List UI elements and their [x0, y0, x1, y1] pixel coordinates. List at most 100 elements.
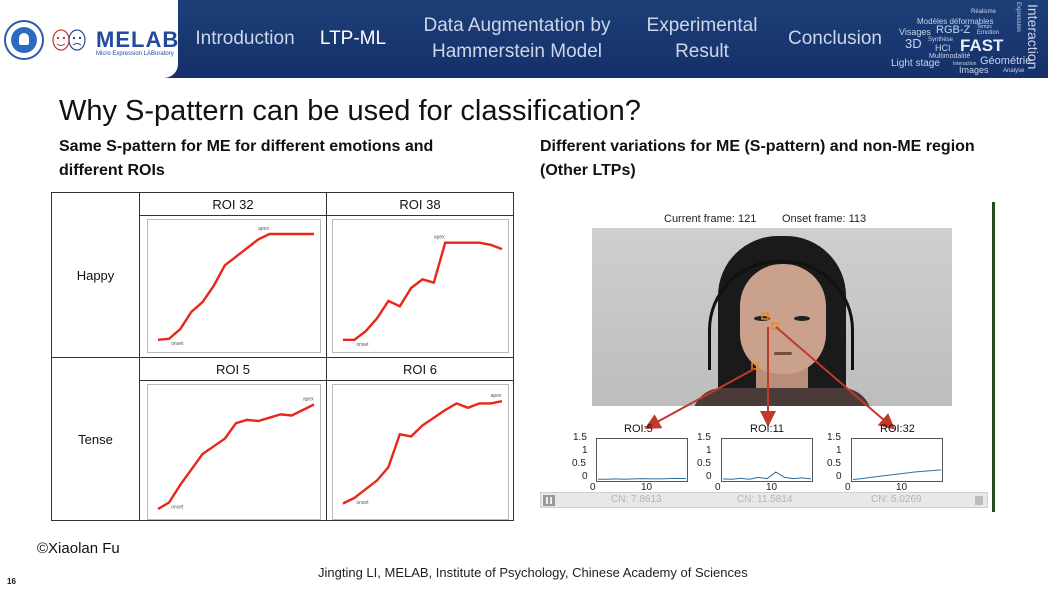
cloud-word: Expression — [1015, 2, 1021, 32]
roi-demo-panel: Current frame: 121 Onset frame: 113 ROI:… — [540, 195, 992, 513]
roi-box-11 — [771, 322, 779, 330]
y-tick: 0.5 — [572, 458, 586, 469]
arrow-roi32 — [775, 326, 896, 430]
row-label-happy: Happy — [76, 267, 115, 283]
onset-annotation: onset — [356, 500, 369, 506]
cn-value-roi32: CN: 5.0269 — [871, 494, 922, 505]
arrow-roi5 — [644, 368, 755, 429]
onset-annotation: onset — [356, 342, 369, 348]
cloud-word: Interaction — [953, 61, 977, 67]
logo-text: MELAB — [96, 27, 180, 52]
y-tick: 0 — [836, 471, 842, 482]
roi-box-32 — [761, 312, 769, 320]
s-pattern-curve — [343, 241, 503, 342]
pause-button[interactable] — [543, 495, 555, 506]
nav-data-augmentation[interactable]: Data Augmentation by Hammerstein Model — [423, 15, 611, 62]
y-tick: 1.5 — [827, 432, 841, 443]
roi-variation-line — [722, 471, 812, 480]
logo-area: MELAB Micro Expression LABoratory — [0, 0, 178, 78]
apex-annotation: apex — [258, 226, 269, 232]
mini-plot-roi32 — [851, 438, 943, 482]
y-tick: 1.5 — [697, 432, 711, 443]
y-tick: 1 — [706, 445, 712, 456]
s-pattern-curve — [157, 403, 315, 511]
s-pattern-grid: Happy Tense ROI 32 ROI 38 ROI 5 ROI 6 ap… — [51, 192, 514, 521]
s-pattern-curve — [157, 232, 314, 342]
footer-text: Jingting LI, MELAB, Institute of Psychol… — [318, 565, 748, 580]
cloud-word: Multimodalité — [929, 53, 971, 60]
y-tick: 0.5 — [697, 458, 711, 469]
cn-value-roi5: CN: 7.8613 — [611, 494, 662, 505]
roi-variation-line — [598, 477, 687, 480]
x-tick: 10 — [641, 482, 653, 493]
roi-arrow-overlay — [644, 312, 896, 430]
roi-variation-line — [852, 469, 942, 480]
col-head-roi6: ROI 6 — [403, 361, 437, 377]
cloud-word: RGB-Z — [936, 24, 971, 36]
institute-seal-icon — [4, 20, 44, 60]
s-pattern-plot-roi32: apex onset — [147, 219, 321, 353]
cloud-word: Synthèse — [928, 37, 954, 43]
mini-plot-roi5 — [596, 438, 688, 482]
col-head-roi5: ROI 5 — [216, 361, 250, 377]
cloud-word: Temps — [977, 24, 992, 30]
cloud-word: HCI — [935, 43, 951, 53]
right-heading: Different variations for ME (S-pattern) … — [540, 138, 975, 179]
row-label-tense: Tense — [78, 431, 113, 447]
y-tick: 0.5 — [827, 458, 841, 469]
col-head-roi32: ROI 32 — [212, 196, 254, 212]
nav-conclusion[interactable]: Conclusion — [788, 28, 882, 50]
x-tick: 10 — [766, 482, 778, 493]
roi-label-11: ROI:11 — [750, 423, 785, 435]
s-pattern-plot-roi6: apex onset — [332, 384, 509, 520]
mask-logo-icon — [52, 29, 86, 51]
copyright-text: ©Xiaolan Fu — [37, 540, 120, 557]
s-pattern-plot-roi38: apex onset — [332, 219, 509, 353]
roi-label-5: ROI:5 — [624, 423, 653, 435]
cloud-word: Visages — [899, 27, 931, 37]
cloud-word: Réalisme — [971, 9, 997, 15]
x-tick: 10 — [896, 482, 908, 493]
s-pattern-plot-roi5: apex onset — [147, 384, 321, 520]
left-heading: Same S-pattern for ME for different emot… — [59, 138, 434, 179]
onset-annotation: onset — [171, 504, 184, 510]
volume-icon[interactable] — [975, 496, 983, 505]
y-tick: 1 — [582, 445, 588, 456]
s-pattern-curve — [342, 400, 503, 505]
cloud-word: 3D — [905, 36, 922, 51]
apex-annotation: apex — [303, 397, 314, 403]
mini-plot-roi11 — [721, 438, 813, 482]
slide-title: Why S-pattern can be used for classifica… — [59, 95, 641, 127]
cloud-word: Emotion — [977, 30, 1000, 36]
y-tick: 1.5 — [573, 432, 587, 443]
panel-border-accent — [992, 202, 995, 512]
apex-annotation: apex — [434, 235, 445, 241]
cloud-word: Analyse — [1003, 68, 1025, 74]
x-tick: 0 — [845, 482, 851, 493]
y-tick: 0 — [582, 471, 588, 482]
roi-label-32: ROI:32 — [880, 423, 915, 435]
page-number: 16 — [7, 577, 16, 586]
keyword-cloud: Réalisme Expression Modèles déformables … — [885, 0, 1048, 78]
y-tick: 1 — [836, 445, 842, 456]
cloud-word: FAST — [960, 36, 1004, 55]
logo-subtitle: Micro Expression LABoratory — [96, 51, 174, 57]
x-tick: 0 — [590, 482, 596, 493]
apex-annotation: apex — [491, 393, 502, 399]
cloud-word: Light stage — [891, 58, 940, 69]
cloud-word: Images — [959, 65, 989, 75]
y-tick: 0 — [706, 471, 712, 482]
nav-experimental-result[interactable]: Experimental Result — [646, 15, 758, 62]
current-frame-label: Current frame: 121 — [664, 213, 757, 225]
col-head-roi38: ROI 38 — [399, 196, 441, 212]
nav-introduction[interactable]: Introduction — [195, 28, 295, 50]
x-tick: 0 — [715, 482, 721, 493]
video-control-bar: CN: 7.8613 CN: 11.5814 CN: 5.0269 — [540, 492, 988, 508]
cloud-word: Géométrie — [980, 55, 1032, 67]
roi-box-5 — [751, 362, 759, 370]
onset-annotation: onset — [171, 341, 184, 347]
cloud-word: Modèles déformables — [917, 17, 994, 26]
cloud-word: Interaction — [1025, 4, 1041, 70]
onset-frame-label: Onset frame: 113 — [782, 213, 867, 225]
nav-ltp-ml[interactable]: LTP-ML — [319, 28, 387, 50]
